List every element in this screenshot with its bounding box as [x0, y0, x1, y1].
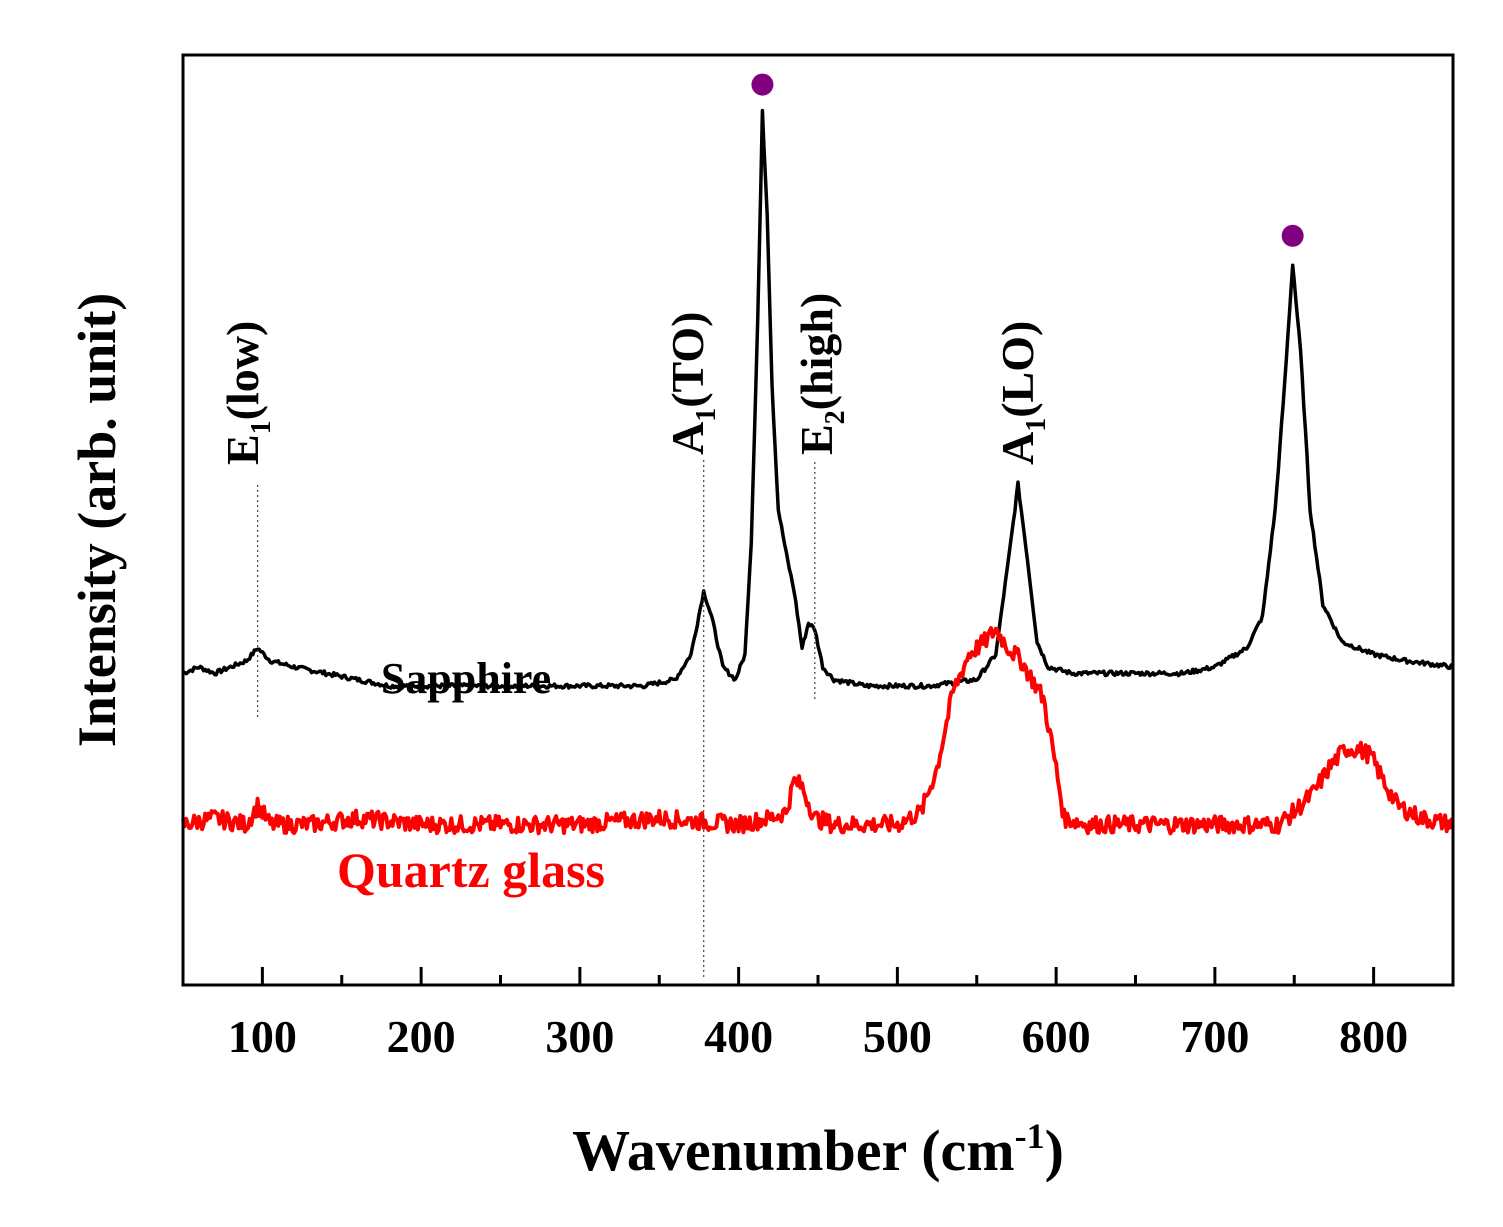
x-tick-label: 400: [704, 1011, 773, 1062]
x-axis-label: Wavenumber (cm-1): [572, 1116, 1064, 1183]
mode-label-tail: (LO): [992, 321, 1043, 418]
x-axis-label-main: Wavenumber: [572, 1118, 907, 1183]
x-tick-label: 700: [1180, 1011, 1249, 1062]
x-tick-label: 800: [1339, 1011, 1408, 1062]
mode-annotations: E1(low)A1(TO)E2(high)A1(LO): [217, 293, 1052, 980]
peak-marker: [751, 73, 774, 96]
mode-label: E2(high): [791, 293, 851, 455]
x-tick-label: 300: [545, 1011, 614, 1062]
x-tick-label: 100: [228, 1011, 297, 1062]
mode-label-base: E: [791, 424, 842, 455]
x-tick-label: 500: [863, 1011, 932, 1062]
peak-marker: [1281, 224, 1304, 247]
x-axis-label-unit: (cm: [921, 1118, 1014, 1183]
mode-label-sub: 1: [691, 408, 722, 422]
mode-label-tail: (TO): [662, 311, 713, 407]
x-axis-label-unit-sup: -1: [1015, 1116, 1045, 1156]
mode-label: E1(low): [217, 321, 277, 465]
mode-label-tail: (low): [217, 321, 268, 421]
mode-label-sub: 1: [246, 420, 277, 434]
mode-label-base: E: [217, 434, 268, 465]
x-axis-ticks: 100 200 300 400 500 600 700 800: [181, 967, 1455, 1062]
mode-label-tail: (high): [791, 293, 842, 411]
series-line-quartz-glass: [181, 626, 1454, 836]
x-tick-label: 600: [1022, 1011, 1091, 1062]
series-label-sapphire: Sapphire: [381, 654, 551, 703]
mode-label-sub: 1: [1021, 418, 1052, 432]
mode-label: A1(TO): [662, 311, 722, 455]
peak-markers: [751, 73, 1304, 247]
series-lines: [181, 108, 1454, 836]
mode-label: A1(LO): [992, 321, 1052, 465]
y-axis-label: Intensity (arb. unit): [67, 293, 127, 748]
series-line-sapphire: [182, 108, 1454, 690]
mode-label-base: A: [992, 432, 1043, 465]
series-label-quartz-glass: Quartz glass: [337, 842, 605, 898]
x-axis-label-unit-close: ): [1045, 1118, 1064, 1183]
mode-label-sub: 2: [820, 410, 851, 424]
x-tick-label: 200: [387, 1011, 456, 1062]
series-labels: Sapphire Quartz glass: [337, 654, 605, 898]
mode-label-base: A: [662, 422, 713, 455]
